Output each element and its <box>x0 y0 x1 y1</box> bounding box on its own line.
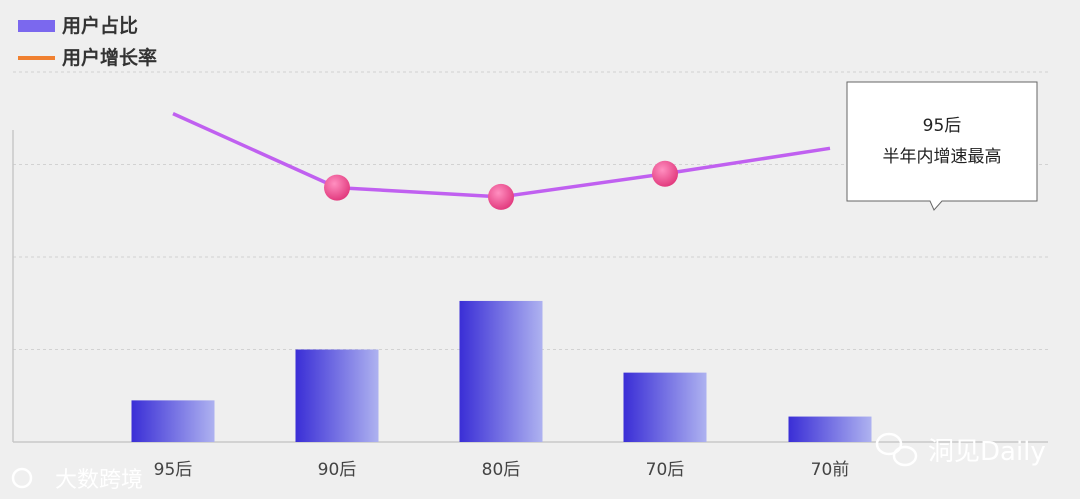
x-tick-3: 70后 <box>646 460 685 480</box>
x-tick-labels: 95后 90后 80后 70后 70前 <box>154 460 850 480</box>
legend-bar-label: 用户占比 <box>62 14 138 37</box>
legend-bar-swatch <box>18 20 55 32</box>
line-point-2 <box>488 183 514 210</box>
wechat-icon <box>875 432 918 467</box>
bar-0 <box>131 400 215 442</box>
annotation-line1: 95后 <box>923 116 962 136</box>
bar-3 <box>623 372 707 442</box>
line-point-3 <box>652 160 678 187</box>
legend-line-label: 用户增长率 <box>62 46 157 69</box>
line-series <box>172 112 831 210</box>
bar-4 <box>788 416 872 442</box>
x-tick-1: 90后 <box>318 460 357 480</box>
watermark-right: 洞见Daily <box>875 432 1046 467</box>
bar-series <box>131 300 872 442</box>
watermark-left-text: 大数跨境 <box>55 468 143 493</box>
bar-1 <box>295 349 379 442</box>
watermark-left-icon <box>11 467 33 489</box>
x-tick-2: 80后 <box>482 460 521 480</box>
x-tick-4: 70前 <box>811 460 850 480</box>
x-tick-0: 95后 <box>154 460 193 480</box>
watermark-right-text: 洞见Daily <box>928 437 1046 467</box>
legend-line-swatch <box>18 56 55 60</box>
watermark-left: 大数跨境 <box>11 467 143 493</box>
bar-2 <box>459 300 543 442</box>
annotation-callout: 95后 半年内增速最高 <box>846 81 1038 211</box>
annotation-line2: 半年内增速最高 <box>883 147 1002 167</box>
line-point-1 <box>324 174 350 201</box>
